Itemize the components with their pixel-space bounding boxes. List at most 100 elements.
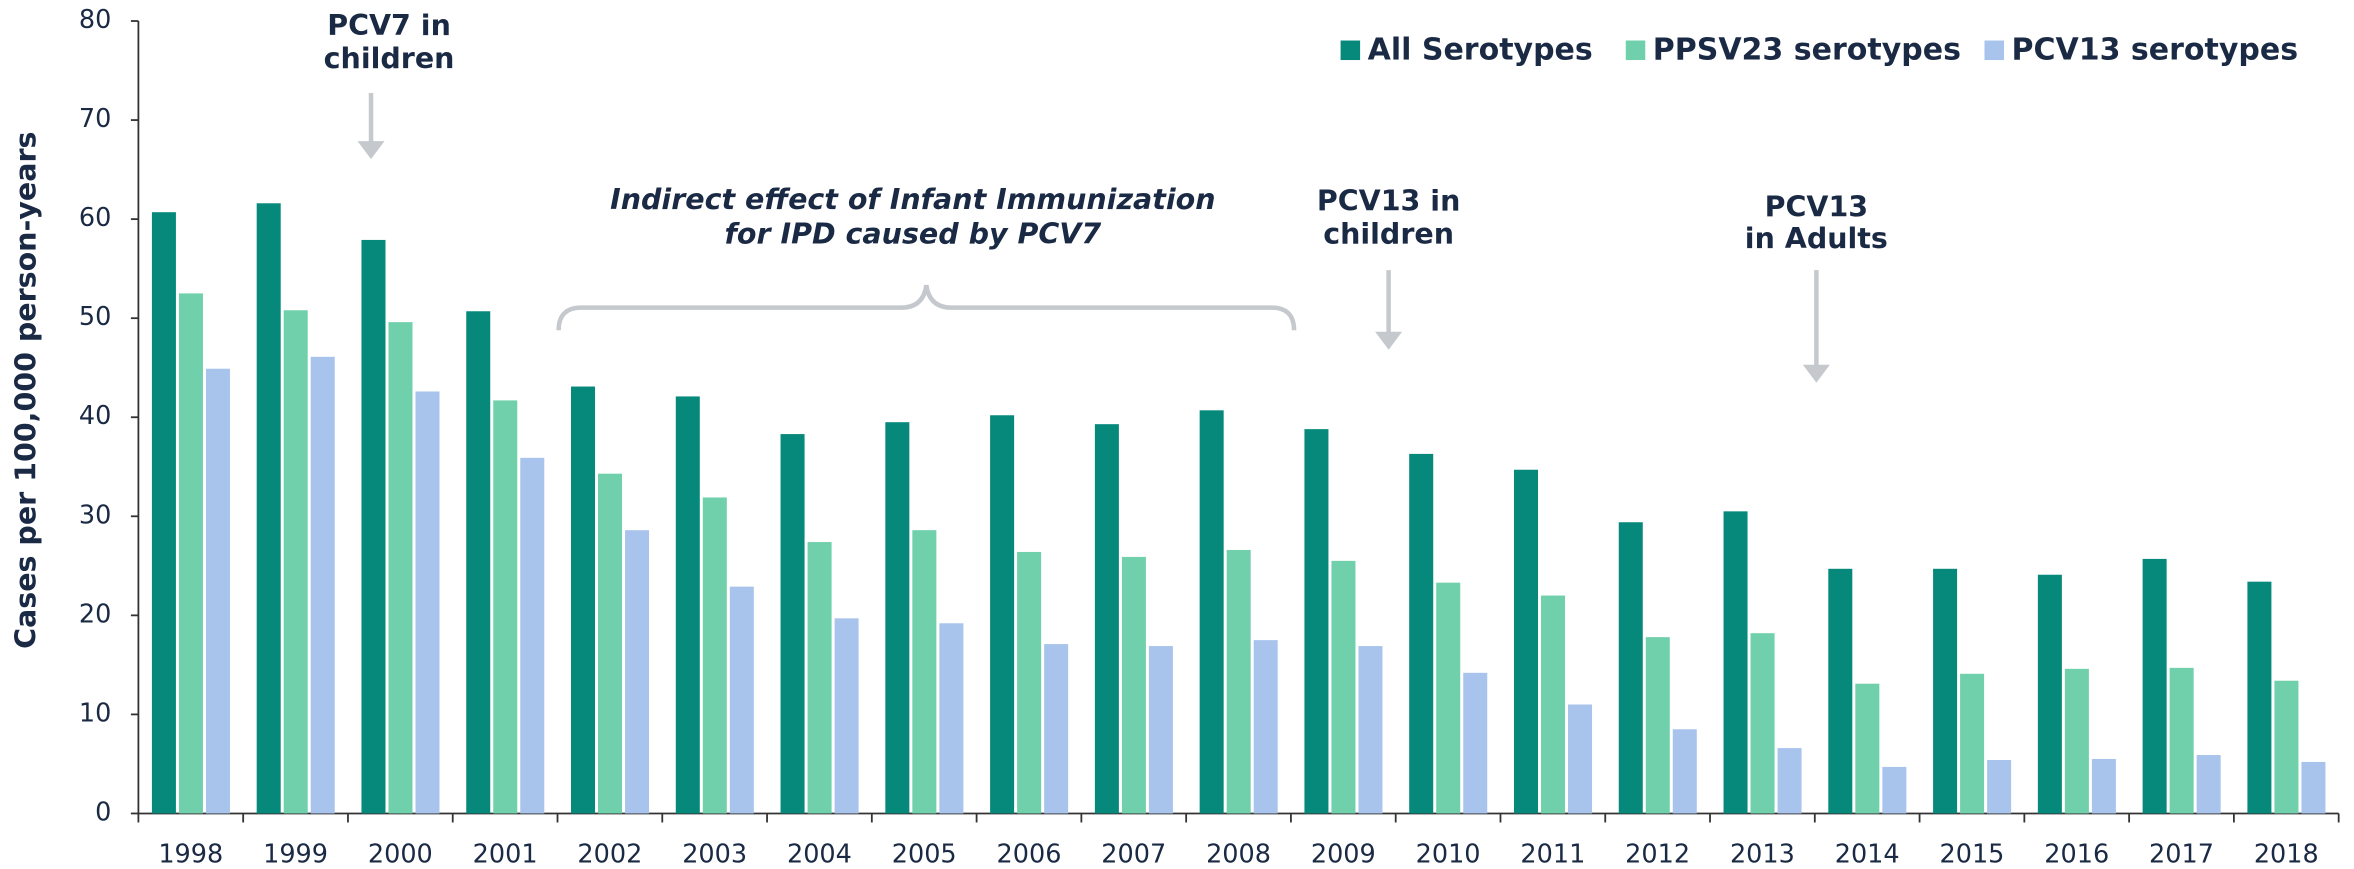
bar <box>1199 410 1224 814</box>
x-tick-label: 2003 <box>682 839 747 869</box>
x-tick-label: 2018 <box>2254 839 2319 869</box>
annotation: children <box>324 42 455 75</box>
bar <box>2274 680 2299 814</box>
bar <box>1540 595 1566 814</box>
bar <box>598 473 623 814</box>
bar <box>1568 704 1593 814</box>
bar <box>1933 568 1958 814</box>
x-tick-label: 2011 <box>1520 839 1585 869</box>
x-tick-label: 2016 <box>2044 839 2109 869</box>
y-tick-label: 10 <box>79 698 111 728</box>
bar <box>415 391 440 814</box>
arrow-head <box>1802 364 1830 383</box>
bar <box>520 457 545 814</box>
bar <box>1723 511 1748 814</box>
y-tick-label: 50 <box>79 302 111 332</box>
bar <box>388 322 413 814</box>
bar <box>1855 683 1880 814</box>
bar <box>1672 729 1697 814</box>
bar <box>1882 766 1907 814</box>
bar <box>1463 672 1488 814</box>
arrow-head <box>1375 331 1403 350</box>
bar <box>834 618 859 814</box>
bar <box>361 239 386 814</box>
annotation: in Adults <box>1745 222 1888 255</box>
bar <box>2169 667 2194 814</box>
legend-label: All Serotypes <box>1368 33 1593 68</box>
bar <box>885 422 910 814</box>
x-tick-label: 2002 <box>577 839 642 869</box>
annotation: Indirect effect of Infant Immunization <box>610 183 1215 216</box>
bar <box>675 396 700 814</box>
bar <box>939 623 964 814</box>
x-tick-label: 2006 <box>997 839 1062 869</box>
bar <box>2247 581 2272 814</box>
bar <box>912 530 937 814</box>
x-tick-label: 1999 <box>263 839 328 869</box>
legend-label: PCV13 serotypes <box>2011 33 2298 68</box>
bar <box>283 310 308 814</box>
annotation: for IPD caused by PCV7 <box>725 218 1102 251</box>
annotation: PCV13 in <box>1317 185 1461 218</box>
bar <box>571 386 596 814</box>
x-tick-label: 2007 <box>1101 839 1166 869</box>
bar <box>1094 424 1119 814</box>
bar <box>1017 551 1042 814</box>
x-tick-label: 1998 <box>158 839 223 869</box>
x-tick-label: 2008 <box>1206 839 1271 869</box>
y-tick-label: 30 <box>79 500 111 530</box>
bar <box>1645 637 1670 814</box>
bar <box>1777 748 1802 814</box>
x-tick-label: 2014 <box>1835 839 1900 869</box>
y-tick-label: 60 <box>79 203 111 233</box>
bar <box>625 530 650 814</box>
x-tick-label: 2009 <box>1311 839 1376 869</box>
bar <box>1750 633 1775 814</box>
x-tick-label: 2013 <box>1730 839 1795 869</box>
x-tick-label: 2012 <box>1625 839 1690 869</box>
x-tick-label: 2010 <box>1416 839 1481 869</box>
y-tick-label: 80 <box>79 5 111 35</box>
bar <box>466 311 491 814</box>
bar <box>2091 758 2116 814</box>
x-tick-label: 2001 <box>473 839 538 869</box>
annotation: PCV7 in <box>327 9 451 42</box>
bar <box>729 586 754 814</box>
bar <box>310 356 335 814</box>
bar <box>1409 453 1434 814</box>
bar <box>151 212 176 814</box>
x-tick-label: 2004 <box>787 839 852 869</box>
y-tick-label: 40 <box>79 401 111 431</box>
y-tick-label: 70 <box>79 104 111 134</box>
y-axis-label: Cases per 100,000 person-years <box>9 132 42 649</box>
bracket <box>556 284 1297 331</box>
bar <box>1253 640 1278 814</box>
bar <box>2196 755 2221 814</box>
bar <box>1304 429 1329 814</box>
bar <box>1148 646 1173 814</box>
bar <box>807 542 832 814</box>
legend-label: PPSV23 serotypes <box>1653 33 1961 68</box>
bar <box>1121 556 1146 814</box>
annotation: children <box>1323 218 1454 251</box>
x-tick-label: 2017 <box>2149 839 2214 869</box>
legend-swatch <box>1340 40 1361 61</box>
legend-swatch <box>1625 40 1646 61</box>
bar <box>1960 673 1985 814</box>
y-tick-label: 0 <box>95 797 111 827</box>
bar <box>1828 568 1853 814</box>
x-tick-label: 2015 <box>1940 839 2005 869</box>
bar <box>990 415 1015 814</box>
bar <box>702 497 727 814</box>
bar <box>1226 549 1251 814</box>
x-tick-label: 2005 <box>892 839 957 869</box>
bar <box>256 203 281 814</box>
bar <box>1331 560 1356 814</box>
bar <box>1987 759 2012 814</box>
bar <box>205 368 230 814</box>
bar <box>2037 574 2062 814</box>
legend-swatch <box>1984 40 2004 61</box>
y-tick-label: 20 <box>79 599 111 629</box>
bar <box>1358 646 1383 814</box>
